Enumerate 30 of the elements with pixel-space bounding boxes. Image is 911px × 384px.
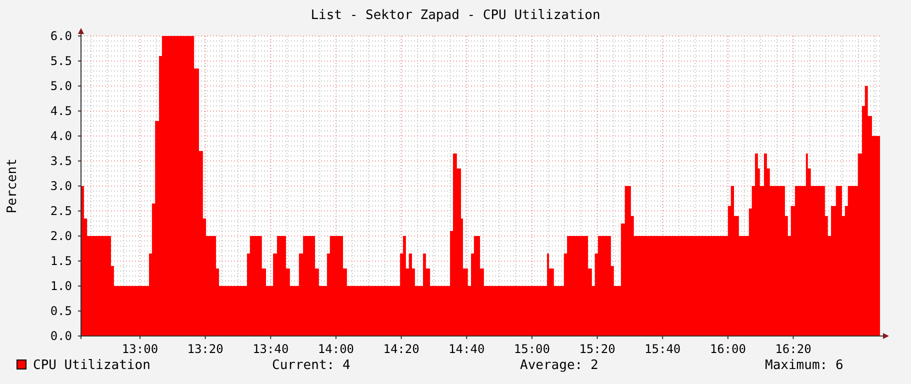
x-tick-label: 15:40 (644, 342, 681, 356)
x-tick-label: 14:40 (448, 342, 485, 356)
y-tick-label: 6.0 (50, 29, 72, 43)
x-tick-label: 16:00 (710, 342, 746, 356)
chart-title: List - Sektor Zapad - CPU Utilization (310, 8, 600, 23)
y-tick-label: 0.0 (50, 329, 72, 343)
x-tick-label: 16:20 (775, 342, 812, 356)
x-tick-label: 15:20 (579, 342, 616, 356)
y-tick-label: 1.0 (50, 279, 72, 293)
y-tick-label: 3.0 (50, 179, 72, 193)
text: Current: 4 (272, 358, 350, 373)
legend-label: CPU Utilization (33, 358, 150, 373)
x-tick-label: 13:40 (252, 342, 289, 356)
y-tick-label: 2.5 (50, 204, 72, 218)
y-axis-title: Percent (5, 158, 20, 214)
y-tick-label: 4.5 (50, 104, 72, 118)
text: Maximum: 6 (765, 358, 844, 373)
x-tick-label: 14:00 (318, 342, 354, 356)
x-tick-label: 13:00 (122, 342, 158, 356)
y-tick-label: 3.5 (50, 154, 72, 168)
y-tick-label: 4.0 (50, 129, 72, 143)
y-tick-label: 1.5 (50, 254, 72, 268)
y-tick-label: 2.0 (50, 229, 72, 243)
x-tick-label: 13:20 (187, 342, 224, 356)
y-tick-label: 5.0 (50, 79, 72, 93)
x-tick-label: 14:20 (383, 342, 420, 356)
y-tick-label: 5.5 (50, 54, 72, 68)
y-tick-label: 0.5 (50, 304, 72, 318)
text: Average: 2 (520, 358, 598, 373)
x-tick-label: 15:00 (514, 342, 550, 356)
